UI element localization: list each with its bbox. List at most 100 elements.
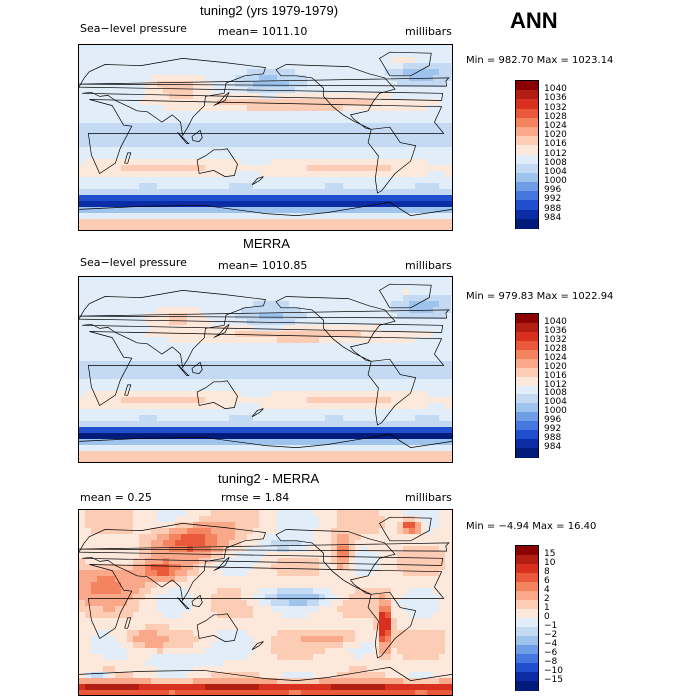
field-cell	[97, 457, 104, 462]
field-cell	[163, 349, 170, 356]
field-cell	[373, 45, 380, 52]
field-cell	[85, 409, 92, 416]
field-cell	[391, 564, 398, 571]
field-cell	[379, 57, 386, 64]
field-cell	[235, 421, 242, 428]
field-cell	[415, 510, 422, 517]
field-cell	[103, 337, 110, 344]
field-cell	[415, 588, 422, 595]
field-cell	[295, 570, 302, 577]
field-cell	[265, 159, 272, 166]
field-cell	[265, 403, 272, 410]
field-cell	[283, 213, 290, 220]
field-cell	[313, 403, 320, 410]
field-cell	[307, 141, 314, 148]
field-cell	[229, 195, 236, 202]
field-cell	[193, 349, 200, 356]
field-cell	[277, 361, 284, 368]
field-cell	[367, 147, 374, 154]
field-cell	[319, 153, 326, 160]
field-cell	[247, 123, 254, 130]
field-cell	[109, 397, 116, 404]
field-cell	[181, 123, 188, 130]
field-cell	[283, 367, 290, 374]
field-cell	[325, 522, 332, 529]
field-cell	[109, 111, 116, 118]
field-cell	[229, 355, 236, 362]
field-cell	[253, 171, 260, 178]
field-cell	[403, 117, 410, 124]
field-cell	[391, 582, 398, 589]
field-cell	[307, 564, 314, 571]
field-cell	[265, 195, 272, 202]
field-cell	[223, 301, 230, 308]
field-cell	[337, 87, 344, 94]
field-cell	[421, 141, 428, 148]
field-cell	[163, 403, 170, 410]
field-cell	[343, 582, 350, 589]
field-cell	[139, 361, 146, 368]
field-cell	[163, 117, 170, 124]
field-cell	[85, 534, 92, 541]
field-cell	[325, 123, 332, 130]
field-cell	[139, 117, 146, 124]
field-cell	[133, 451, 140, 458]
field-cell	[433, 301, 440, 308]
field-cell	[325, 552, 332, 559]
field-cell	[361, 451, 368, 458]
field-cell	[223, 403, 230, 410]
field-cell	[157, 600, 164, 607]
field-cell	[379, 129, 386, 136]
field-cell	[109, 141, 116, 148]
field-cell	[433, 403, 440, 410]
field-cell	[211, 600, 218, 607]
field-cell	[229, 594, 236, 601]
field-cell	[163, 213, 170, 220]
field-cell	[109, 421, 116, 428]
field-cell	[277, 528, 284, 535]
field-cell	[295, 69, 302, 76]
field-cell	[367, 201, 374, 208]
field-cell	[235, 600, 242, 607]
field-cell	[385, 528, 392, 535]
field-cell	[217, 225, 224, 230]
field-cell	[187, 105, 194, 112]
field-cell	[427, 337, 434, 344]
field-cell	[241, 534, 248, 541]
field-cell	[85, 171, 92, 178]
field-cell	[391, 421, 398, 428]
field-cell	[277, 576, 284, 583]
field-cell	[157, 439, 164, 446]
field-cell	[181, 289, 188, 296]
field-cell	[181, 93, 188, 100]
field-cell	[127, 361, 134, 368]
field-cell	[85, 588, 92, 595]
field-cell	[271, 582, 278, 589]
field-cell	[403, 207, 410, 214]
field-cell	[145, 457, 152, 462]
field-cell	[169, 283, 176, 290]
field-cell	[277, 570, 284, 577]
field-cell	[133, 385, 140, 392]
field-cell	[85, 111, 92, 118]
field-cell	[253, 177, 260, 184]
field-cell	[265, 522, 272, 529]
field-cell	[397, 337, 404, 344]
field-cell	[253, 135, 260, 142]
field-cell	[289, 445, 296, 452]
field-cell	[319, 177, 326, 184]
field-cell	[157, 576, 164, 583]
field-cell	[247, 189, 254, 196]
field-cell	[199, 373, 206, 380]
field-cell	[379, 534, 386, 541]
field-cell	[349, 367, 356, 374]
field-cell	[175, 427, 182, 434]
field-cell	[229, 289, 236, 296]
field-cell	[385, 349, 392, 356]
field-cell	[337, 457, 344, 462]
field-cell	[325, 576, 332, 583]
field-cell	[301, 361, 308, 368]
field-cell	[109, 225, 116, 230]
field-cell	[439, 147, 446, 154]
field-cell	[91, 45, 98, 52]
